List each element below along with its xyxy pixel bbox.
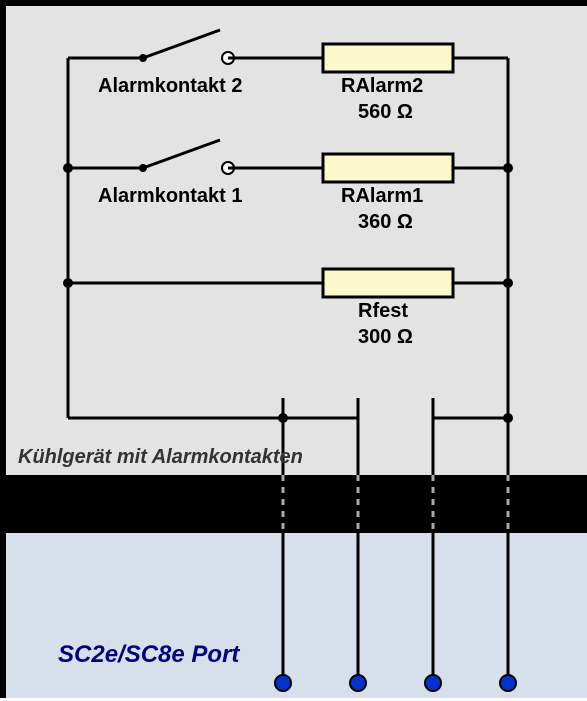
resistor1-name: RAlarm1 [341, 185, 423, 208]
schematic-svg [3, 3, 587, 701]
resistor3-name: Rfest [358, 300, 408, 323]
resistor1-value: 360 Ω [358, 211, 413, 234]
resistor2-name: RAlarm2 [341, 75, 423, 98]
circuit-diagram: Alarmkontakt 2 RAlarm2 560 Ω Alarmkontak… [0, 0, 587, 698]
port-title: SC2e/SC8e Port [58, 641, 239, 669]
switch1-label: Alarmkontakt 1 [98, 185, 243, 208]
resistor2-value: 560 Ω [358, 101, 413, 124]
upper-region-title: Kühlgerät mit Alarmkontakten [18, 446, 303, 469]
switch2-label: Alarmkontakt 2 [98, 75, 243, 98]
resistor3-value: 300 Ω [358, 326, 413, 349]
